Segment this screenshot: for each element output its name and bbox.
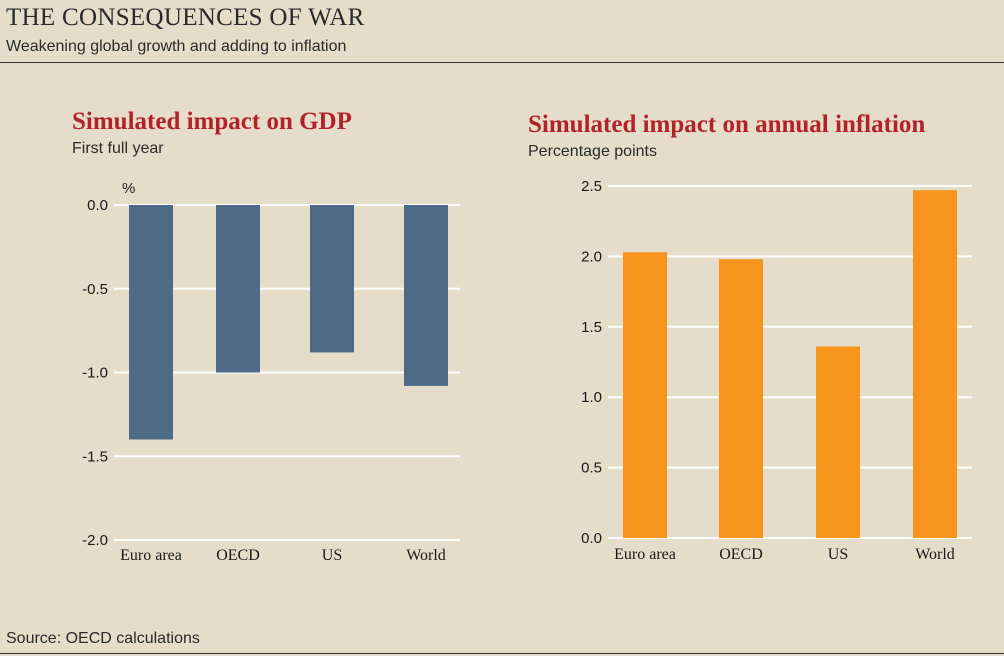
inflation-ytick-label: 2.5 [581, 178, 602, 195]
gdp-category-label: OECD [216, 547, 260, 564]
gdp-bar [129, 205, 173, 440]
inflation-category-label: US [828, 546, 848, 563]
inflation-category-label: OECD [719, 546, 763, 563]
inflation-category-label: World [915, 546, 955, 563]
inflation-ytick-label: 1.0 [581, 389, 602, 406]
inflation-ytick-label: 0.0 [581, 530, 602, 547]
inflation-bar [719, 259, 763, 538]
footer-divider [0, 653, 1004, 654]
inflation-chart-title: Simulated impact on annual inflation [528, 111, 926, 138]
inflation-chart-subtitle: Percentage points [528, 143, 657, 160]
gdp-category-label: World [406, 547, 446, 564]
gdp-ytick-label: -2.0 [82, 532, 108, 549]
gdp-chart: 0.0 -0.5 -1.0 -1.5 -2.0% Euro area OECD US World [82, 180, 460, 564]
gdp-category-label: Euro area [120, 547, 182, 564]
inflation-ytick-label: 0.5 [581, 460, 602, 477]
gdp-unit-label: % [122, 180, 135, 197]
gdp-bar [404, 205, 448, 386]
inflation-bar [816, 346, 860, 538]
inflation-bar [623, 252, 667, 538]
gdp-category-label: US [322, 547, 342, 564]
gdp-ytick-label: -0.5 [82, 281, 108, 298]
inflation-ytick-label: 1.5 [581, 319, 602, 336]
gdp-bar [216, 205, 260, 373]
inflation-category-label: Euro area [614, 546, 676, 563]
gdp-ytick-label: -1.0 [82, 365, 108, 382]
inflation-chart: 2.5 2.0 1.5 1.0 0.5 0.0 Euro area OECD US World [581, 178, 972, 563]
gdp-ytick-label: 0.0 [87, 197, 108, 214]
header-divider [0, 62, 1004, 63]
page-title: THE CONSEQUENCES OF WAR [6, 4, 365, 31]
gdp-ytick-label: -1.5 [82, 448, 108, 465]
source-note: Source: OECD calculations [6, 630, 200, 647]
gdp-chart-title: Simulated impact on GDP [72, 108, 352, 135]
inflation-ytick-label: 2.0 [581, 248, 602, 265]
page-subtitle: Weakening global growth and adding to in… [6, 38, 347, 55]
gdp-chart-subtitle: First full year [72, 140, 164, 157]
inflation-bar [913, 190, 957, 538]
gdp-bar [310, 205, 354, 353]
